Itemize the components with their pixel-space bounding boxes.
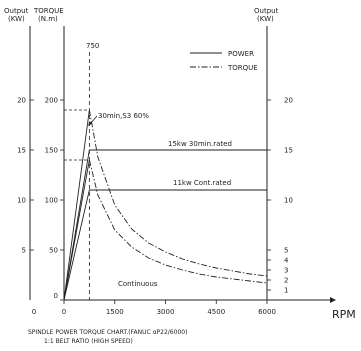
x-axis-label: RPM [332, 308, 356, 321]
chart-subtitle: 1:1 BELT RATIO (HIGH SPEED) [44, 338, 133, 345]
rpm-tick-label: 1500 [106, 308, 124, 316]
base-speed-label: 750 [86, 42, 99, 50]
left-output-axis-label-line2: (KW) [8, 15, 25, 23]
rpm-ticks: 0 1500 3000 4500 6000 0 [32, 300, 276, 316]
left-output-axis-label-line1: Output [4, 7, 29, 15]
torque-axis-label-line2: (N.m) [38, 15, 58, 23]
right-kw-tick-label: 20 [284, 97, 293, 105]
torque-tick-label: 100 [45, 197, 58, 205]
right-kw-tick-label: 4 [284, 257, 289, 265]
annotation-continuous: Continuous [118, 280, 158, 288]
right-kw-tick-label: 2 [284, 277, 288, 285]
annotation-s3: 30min,S3 60% [98, 112, 149, 120]
rpm-tick-label: 6000 [258, 308, 276, 316]
annotation-15kw-rated: 15kw 30min.rated [168, 140, 232, 148]
rpm-tick-label: 4500 [207, 308, 225, 316]
torque-tick-label: 150 [45, 147, 58, 155]
left-kw-tick-label: 10 [17, 197, 26, 205]
left-kw-tick-label: 15 [17, 147, 26, 155]
torque-tick-label: 200 [45, 97, 58, 105]
right-kw-tick-label: 1 [284, 287, 288, 295]
torque-ticks: 0 50 100 150 200 [45, 97, 64, 301]
legend-power-label: POWER [228, 50, 254, 58]
left-kw-tick-label: 20 [17, 97, 26, 105]
helper-lines [64, 109, 90, 161]
legend-torque-label: TORQUE [227, 64, 258, 72]
torque-curve [88, 159, 268, 284]
rpm-origin-label: 0 [62, 308, 66, 316]
annotation-11kw-rated: 11kw Cont.rated [173, 179, 231, 187]
power-curve [63, 189, 267, 301]
power-curve [63, 149, 267, 301]
rpm-tick-label: 0 [32, 308, 36, 316]
torque-curve [88, 109, 268, 277]
torque-axis-label-line1: TORQUE [33, 7, 64, 15]
x-axis-arrow [330, 297, 336, 303]
torque-tick-label: 50 [49, 247, 58, 255]
right-kw-tick-label: 5 [284, 247, 288, 255]
legend: POWER TORQUE [190, 50, 258, 72]
s3-arrow-head [88, 121, 92, 126]
right-kw-tick-label: 3 [284, 267, 288, 275]
right-kw-tick-label: 15 [284, 147, 293, 155]
chart-title: SPINDLE POWER TORQUE CHART.(FANUC αP22/6… [28, 329, 187, 336]
right-output-axis-label-line1: Output [254, 7, 279, 15]
left-output-ticks: 5 10 15 20 [17, 97, 34, 255]
torque-rise-line [63, 159, 90, 301]
rpm-tick-label: 3000 [157, 308, 175, 316]
right-output-axis-label-line2: (KW) [257, 15, 274, 23]
series-layer [63, 109, 268, 301]
left-kw-tick-label: 5 [22, 247, 26, 255]
right-kw-tick-label: 10 [284, 197, 293, 205]
torque-tick-label: 0 [54, 292, 58, 300]
torque-rise-line [63, 109, 90, 301]
right-output-ticks: 1 2 3 4 5 10 15 20 [267, 97, 293, 295]
